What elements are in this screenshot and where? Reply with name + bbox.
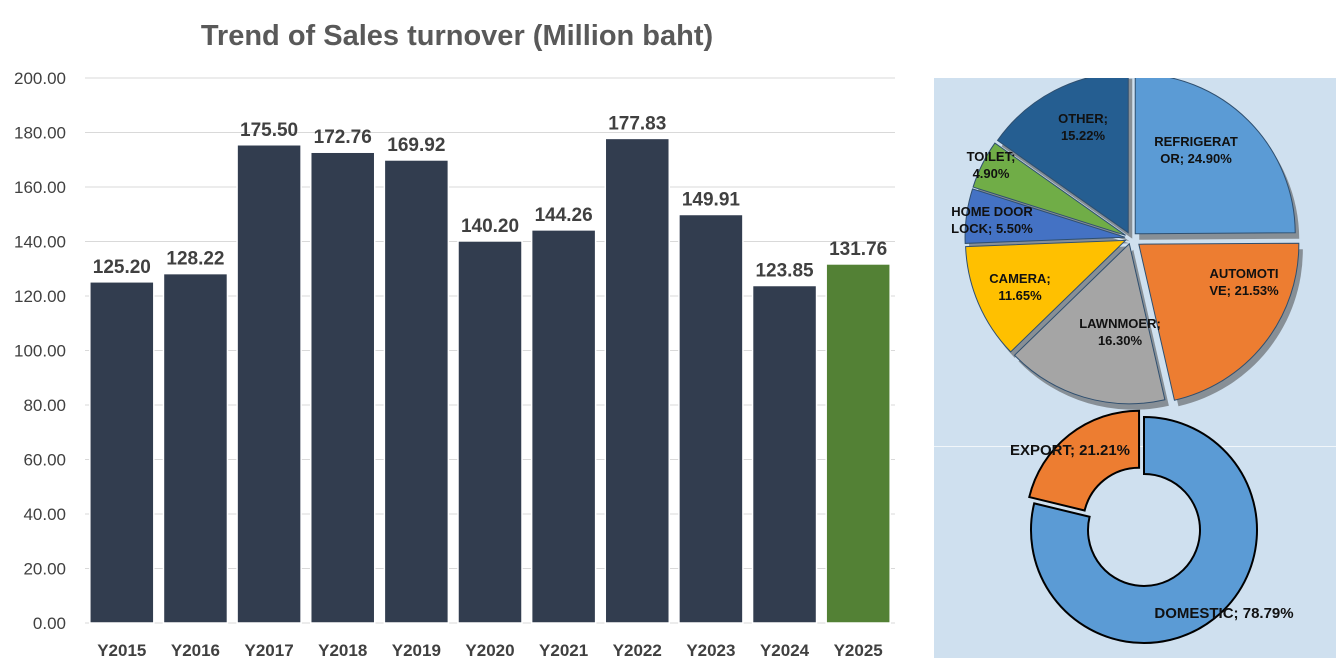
donut-slice-label: EXPORT; 21.21% xyxy=(1010,442,1130,459)
bar-y2025 xyxy=(825,263,891,624)
bar-y2018 xyxy=(309,151,376,624)
bar-value-label: 169.92 xyxy=(387,135,445,156)
bar-y2024 xyxy=(751,284,818,624)
y-tick-label: 20.00 xyxy=(23,560,66,579)
y-tick-label: 180.00 xyxy=(14,124,66,143)
value-labels: 125.20 128.22 175.50 172.76 169.92 140.20 144.… xyxy=(93,113,887,281)
bar-value-label: 140.20 xyxy=(461,216,519,237)
x-axis-ticks: Y2015 Y2016 Y2017 Y2018 Y2019 Y2020 Y2021 Y2022… xyxy=(97,641,883,660)
bar-value-label: 123.85 xyxy=(755,261,814,282)
x-tick-label: Y2018 xyxy=(318,641,367,660)
bar-value-label: 172.76 xyxy=(314,127,372,148)
segment-panel: REFRIGERAT OR; 24.90% AUTOMOTI VE; 21.53% LA… xyxy=(934,78,1336,658)
x-tick-label: Y2015 xyxy=(97,641,146,660)
x-tick-label: Y2023 xyxy=(686,641,735,660)
chart-title: Trend of Sales turnover (Million baht) xyxy=(201,20,713,52)
bar-value-label: 125.20 xyxy=(93,257,151,278)
pie-slice-label: CAMERA; 11.65% xyxy=(989,271,1050,303)
donut-slice-label: DOMESTIC; 78.79% xyxy=(1154,605,1293,622)
bar-value-label: 175.50 xyxy=(240,120,298,141)
y-axis-ticks: 0.00 20.00 40.00 60.00 80.00 100.00 120.00 140.… xyxy=(14,69,66,633)
pie-slice-label: OTHER; 15.22% xyxy=(1058,111,1108,143)
x-tick-label: Y2020 xyxy=(465,641,514,660)
pie-slice xyxy=(972,142,1126,236)
x-tick-label: Y2022 xyxy=(613,641,662,660)
product-share-pie-chart: REFRIGERAT OR; 24.90% AUTOMOTI VE; 21.53% LA… xyxy=(951,78,1303,410)
bar-value-label: 149.91 xyxy=(682,189,741,210)
donut-slice xyxy=(1030,415,1258,644)
x-tick-label: Y2025 xyxy=(834,641,883,660)
y-tick-label: 80.00 xyxy=(23,396,66,415)
bar-y2017 xyxy=(236,144,302,624)
pie-slice xyxy=(1138,242,1300,401)
y-tick-label: 0.00 xyxy=(33,614,66,633)
donut-slice xyxy=(1028,409,1141,512)
y-tick-label: 40.00 xyxy=(23,505,66,524)
bars xyxy=(89,137,891,624)
bar-y2021 xyxy=(530,229,597,624)
bar-y2023 xyxy=(678,213,744,624)
pie-slice xyxy=(964,188,1126,244)
pie-slice-label: LAWNMOER; 16.30% xyxy=(1079,316,1161,348)
pie-slice-label: AUTOMOTI VE; 21.53% xyxy=(1209,266,1279,298)
pie-slice xyxy=(1013,242,1166,405)
x-tick-label: Y2017 xyxy=(245,641,294,660)
sales-turnover-bar-chart: Trend of Sales turnover (Million baht) 0… xyxy=(14,20,895,660)
bar-value-label: 177.83 xyxy=(608,113,666,134)
y-tick-label: 160.00 xyxy=(14,178,66,197)
x-tick-label: Y2016 xyxy=(171,641,220,660)
x-tick-label: Y2024 xyxy=(760,641,810,660)
bar-y2016 xyxy=(162,272,229,624)
pie-slice-label: TOILET; 4.90% xyxy=(967,149,1016,181)
x-tick-label: Y2019 xyxy=(392,641,441,660)
y-tick-label: 200.00 xyxy=(14,69,66,88)
bar-y2015 xyxy=(89,281,155,624)
y-tick-label: 60.00 xyxy=(23,451,66,470)
pie-slice-label: HOME DOOR LOCK; 5.50% xyxy=(951,204,1033,236)
pie-slice xyxy=(996,78,1129,234)
pie-slice-label: REFRIGERAT OR; 24.90% xyxy=(1154,134,1238,166)
market-share-donut-chart: DOMESTIC; 78.79% EXPORT; 21.21% xyxy=(1010,409,1294,644)
pie-slice xyxy=(1134,78,1296,235)
y-tick-label: 100.00 xyxy=(14,342,66,361)
bar-value-label: 128.22 xyxy=(166,249,224,270)
pie-slice xyxy=(965,239,1127,353)
y-tick-label: 140.00 xyxy=(14,233,66,252)
y-tick-label: 120.00 xyxy=(14,287,66,306)
bar-value-label: 131.76 xyxy=(829,239,887,260)
bar-y2019 xyxy=(383,159,450,624)
x-tick-label: Y2021 xyxy=(539,641,588,660)
bar-y2020 xyxy=(457,240,523,624)
bar-value-label: 144.26 xyxy=(535,205,593,226)
bar-y2022 xyxy=(604,137,671,624)
